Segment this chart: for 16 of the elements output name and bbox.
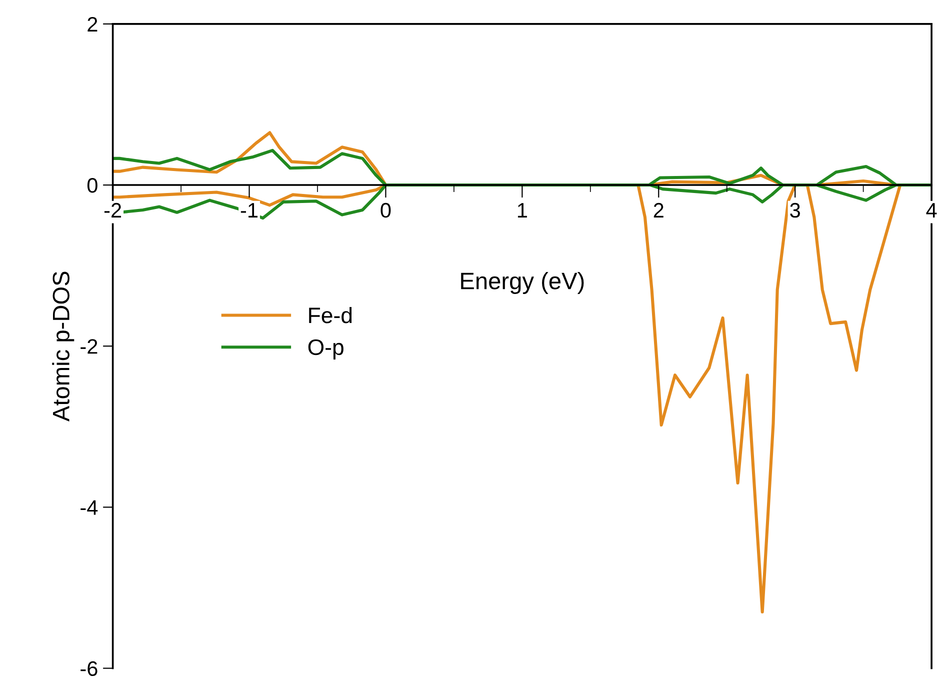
x-tick-label: 3 [790, 202, 800, 218]
y-tick-label: 2 [88, 16, 98, 32]
y-tick-label: -2 [80, 339, 98, 354]
x-tick-label: 4 [926, 203, 937, 218]
y-axis-title: Atomic p-DOS [52, 272, 74, 422]
legend-label: O-p [308, 339, 344, 360]
x-tick-label: 1 [518, 203, 527, 218]
y-tick-label: -4 [80, 500, 98, 515]
x-tick-label: 0 [380, 202, 391, 218]
x-axis-title: Energy (eV) [461, 272, 584, 294]
y-tick-label: -6 [80, 661, 98, 676]
y-tick-label: 0 [87, 178, 98, 193]
x-tick-label: -1 [240, 203, 258, 218]
x-tick-label: 2 [654, 202, 664, 218]
legend-label: Fe-d [309, 306, 352, 324]
x-tick-label: -2 [104, 202, 122, 218]
